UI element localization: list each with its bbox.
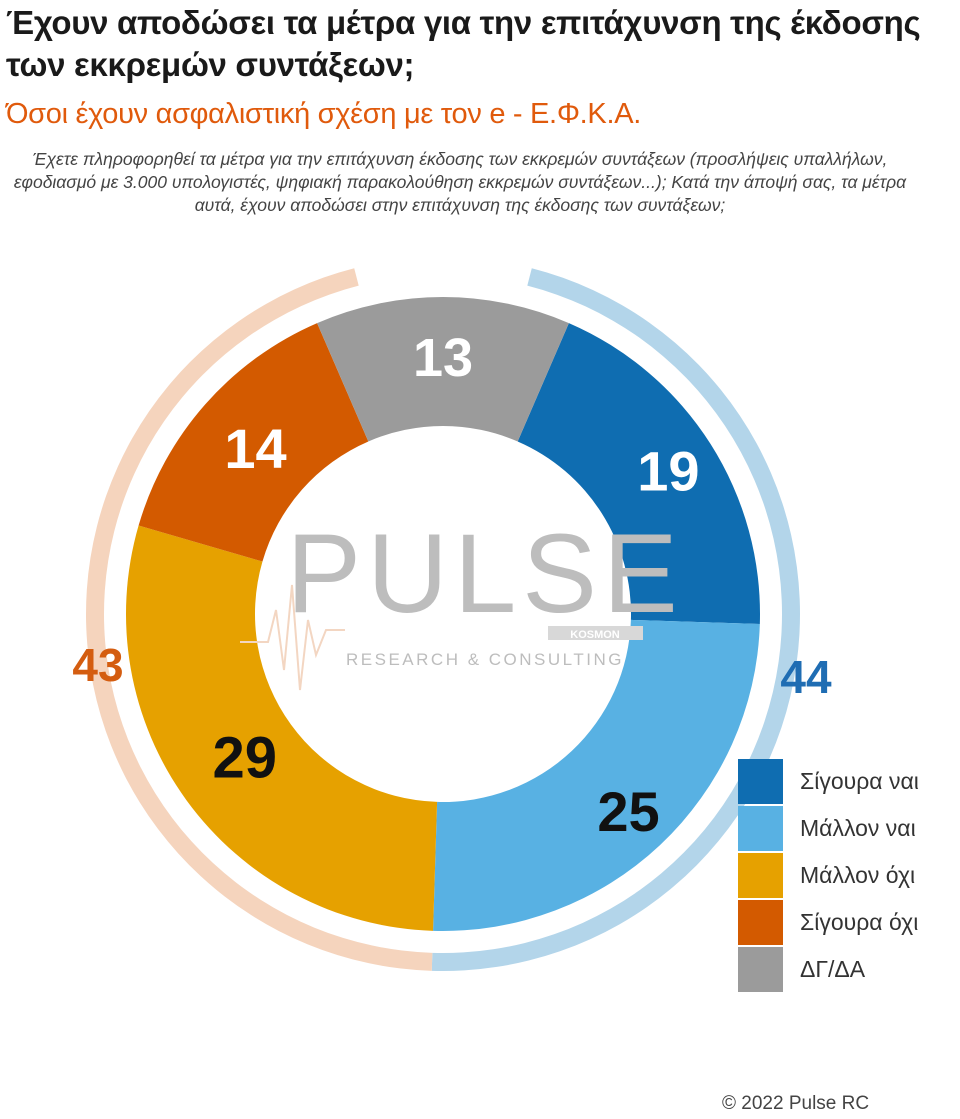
- group-total-no: 43: [72, 639, 123, 691]
- legend-swatch: [738, 947, 783, 992]
- legend-label: Σίγουρα ναι: [800, 768, 919, 794]
- slice-value-label: 14: [224, 417, 286, 480]
- slice-value-label: 13: [413, 328, 473, 388]
- legend-item: Μάλλον ναι: [738, 805, 919, 852]
- legend-swatch: [738, 759, 783, 804]
- legend-item: ΔΓ/ΔΑ: [738, 946, 919, 993]
- legend-item: Σίγουρα ναι: [738, 758, 919, 805]
- legend-label: Μάλλον ναι: [800, 815, 916, 841]
- pulse-line-icon: [240, 584, 345, 691]
- watermark-badge: KOSMON: [570, 629, 620, 641]
- group-total-yes: 44: [780, 651, 832, 703]
- chart-title: Έχουν αποδώσει τα μέτρα για την επιτάχυν…: [6, 4, 921, 83]
- legend-label: ΔΓ/ΔΑ: [800, 956, 866, 982]
- legend-label: Μάλλον όχι: [800, 862, 916, 888]
- slice-value-label: 19: [637, 439, 699, 502]
- legend-swatch: [738, 900, 783, 945]
- watermark-brand: PULSE: [286, 511, 683, 636]
- chart-legend: Σίγουρα ναι Μάλλον ναι Μάλλον όχι Σίγουρ…: [738, 758, 919, 993]
- watermark-logo: PULSE KOSMON RESEARCH & CONSULTING: [240, 511, 683, 691]
- legend-swatch: [738, 853, 783, 898]
- slice-2: [125, 525, 438, 931]
- slice-4: [317, 297, 569, 442]
- slice-value-label: 25: [597, 780, 659, 843]
- survey-question: Έχετε πληροφορηθεί τα μέτρα για την επιτ…: [13, 149, 907, 215]
- group-labels: 44 43: [72, 639, 832, 703]
- chart-subtitle: Όσοι έχουν ασφαλιστική σχέση με τον e - …: [6, 98, 642, 130]
- legend-item: Σίγουρα όχι: [738, 899, 919, 946]
- donut-slices: [125, 297, 760, 932]
- legend-item: Μάλλον όχι: [738, 852, 919, 899]
- watermark-tagline: RESEARCH & CONSULTING: [346, 650, 624, 669]
- slice-1: [433, 619, 760, 932]
- slice-labels: 19 25 29 14 13: [213, 328, 700, 843]
- slice-3: [138, 323, 369, 562]
- slice-0: [517, 323, 760, 624]
- copyright-text: © 2022 Pulse RC: [722, 1093, 870, 1114]
- slice-value-label: 29: [213, 726, 278, 791]
- legend-swatch: [738, 806, 783, 851]
- legend-label: Σίγουρα όχι: [800, 909, 919, 935]
